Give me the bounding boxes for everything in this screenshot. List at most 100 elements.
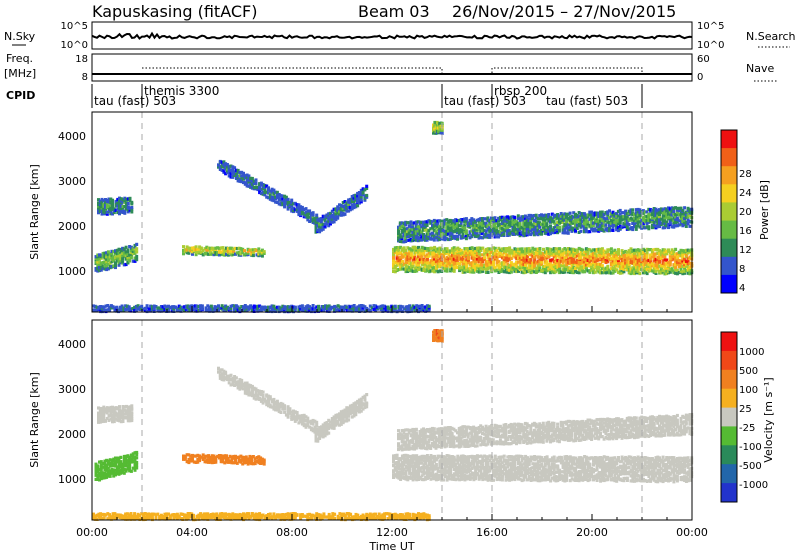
power-cell xyxy=(431,255,435,259)
power-cell xyxy=(404,249,408,253)
power-cell xyxy=(414,234,418,238)
power-cell xyxy=(440,131,444,135)
power-cell xyxy=(395,250,399,254)
power-cell xyxy=(247,305,251,309)
power-cell xyxy=(529,264,533,268)
power-cell xyxy=(98,205,102,209)
power-cell xyxy=(468,246,472,250)
power-cell xyxy=(600,266,604,270)
velocity-cell xyxy=(236,381,240,386)
power-cell xyxy=(543,264,547,268)
power-cell xyxy=(92,304,95,308)
velocity-cell xyxy=(133,455,137,460)
power-cell xyxy=(436,265,440,269)
power-cell xyxy=(316,220,320,225)
power-cell xyxy=(604,260,608,264)
power-cell xyxy=(674,257,678,261)
power-cell xyxy=(482,221,486,225)
power-cell xyxy=(347,200,351,204)
power-cell xyxy=(425,236,429,240)
power-cell xyxy=(474,260,478,264)
power-cell xyxy=(557,222,561,226)
power-cell xyxy=(499,251,503,255)
power-cell xyxy=(318,227,322,231)
power-cell xyxy=(232,249,236,253)
power-cell xyxy=(650,248,654,252)
power-cell xyxy=(473,228,477,232)
power-cell xyxy=(345,305,349,309)
power-cell xyxy=(563,264,567,268)
power-cell xyxy=(502,270,506,274)
velocity-cell xyxy=(109,413,113,417)
power-cbar-tick-20: 20 xyxy=(739,207,752,218)
power-cell xyxy=(672,269,676,273)
velocity-cell xyxy=(123,412,127,416)
power-cell xyxy=(579,218,583,222)
velocity-cell xyxy=(246,462,250,466)
power-cell xyxy=(464,219,468,223)
power-cell xyxy=(445,222,449,226)
power-cell xyxy=(608,268,612,272)
power-cell xyxy=(203,247,207,251)
power-cell xyxy=(345,209,349,213)
power-cell xyxy=(404,309,408,313)
power-cell xyxy=(198,250,202,254)
power-cell xyxy=(470,221,474,225)
power-cell xyxy=(318,230,322,234)
power-cell xyxy=(625,267,629,271)
velocity-cell xyxy=(119,460,123,464)
power-cell xyxy=(441,225,445,229)
power-cell xyxy=(459,248,463,253)
power-cell xyxy=(117,308,120,312)
velocity-cell xyxy=(109,405,113,410)
power-cell xyxy=(568,224,572,228)
power-cell xyxy=(668,256,672,260)
power-cell xyxy=(574,252,578,256)
power-cell xyxy=(495,258,499,262)
power-cell xyxy=(395,259,399,263)
power-cell xyxy=(627,256,631,260)
power-cell xyxy=(568,225,572,229)
power-cell xyxy=(231,174,235,178)
power-cell xyxy=(152,304,156,308)
power-cell xyxy=(550,217,554,221)
velocity-cell xyxy=(279,404,283,408)
power-cell xyxy=(638,225,642,229)
power-cell xyxy=(672,264,676,268)
power-cell xyxy=(516,229,520,233)
power-cell xyxy=(129,248,133,252)
power-cell xyxy=(665,261,669,265)
power-cell xyxy=(230,253,234,257)
velocity-cell xyxy=(226,459,230,463)
velocity-cell xyxy=(290,417,294,421)
power-cell xyxy=(152,309,156,313)
power-cell xyxy=(579,250,583,254)
power-cell xyxy=(247,180,251,184)
power-cell xyxy=(472,232,476,236)
power-cell xyxy=(397,246,401,250)
power-cell xyxy=(130,200,134,204)
power-cell xyxy=(575,254,579,258)
power-cell xyxy=(267,188,270,192)
power-cell xyxy=(209,304,213,308)
power-cell xyxy=(574,260,578,264)
power-cell xyxy=(227,306,231,311)
velocity-cell xyxy=(94,473,98,477)
power-cell xyxy=(681,255,685,259)
power-cell xyxy=(293,308,297,312)
power-cell xyxy=(600,210,604,214)
power-cell xyxy=(592,252,595,256)
velocity-cell xyxy=(133,459,137,464)
power-cell xyxy=(185,245,189,249)
power-cell xyxy=(500,263,504,267)
power-cell xyxy=(290,204,294,208)
power-cell xyxy=(418,308,422,312)
power-cell xyxy=(493,266,497,270)
power-cell xyxy=(136,307,140,311)
power-cell xyxy=(475,248,479,252)
power-cell xyxy=(600,247,604,251)
power-cell xyxy=(586,250,590,254)
velocity-cell xyxy=(98,416,102,420)
power-cell xyxy=(381,306,385,310)
power-cell xyxy=(156,306,160,310)
